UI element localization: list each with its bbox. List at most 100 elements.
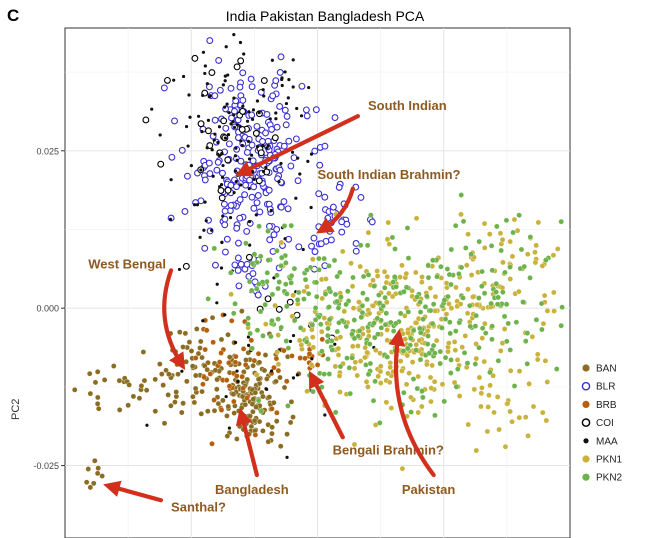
data-point-maa [291,333,296,338]
data-point-ban [281,384,288,391]
data-point-maa [255,144,260,149]
data-point-maa [220,152,224,156]
data-point-ban [143,387,150,393]
data-point-blr [276,166,284,174]
data-point-pkn1 [459,344,466,350]
data-point-ban [101,377,108,383]
data-point-blr [241,191,249,199]
data-point-coi [142,116,150,124]
data-point-pkn2 [488,243,495,249]
data-point-pkn1 [403,270,410,277]
data-point-pkn1 [500,259,506,266]
data-point-pkn2 [384,354,391,360]
data-point-pkn2 [205,296,211,302]
data-point-blr [302,106,310,114]
data-point-blr [231,261,239,269]
data-point-pkn1 [412,269,419,276]
data-point-pkn2 [417,329,424,336]
data-point-ban [199,354,205,361]
data-point-maa [226,132,231,137]
data-point-pkn2 [326,285,332,292]
data-point-brb [302,355,308,362]
data-point-pkn2 [558,322,564,329]
data-point-brb [273,355,280,362]
data-point-pkn1 [478,403,484,410]
data-point-pkn1 [275,361,282,368]
data-point-blr [227,201,235,209]
data-point-ban [260,393,266,400]
data-point-pkn2 [504,338,510,345]
data-point-blr [249,270,257,278]
data-point-pkn1 [290,292,296,299]
data-point-pkn2 [426,350,432,357]
data-point-maa [241,104,245,108]
data-point-brb [274,409,280,416]
legend-item-pkn1: PKN1 [582,455,623,466]
data-point-ban [197,338,204,345]
data-point-pkn2 [516,212,522,218]
data-point-pkn2 [424,293,430,300]
data-point-maa [223,105,227,109]
data-point-ban [277,374,283,381]
data-point-blr [298,82,306,90]
data-point-pkn1 [413,341,420,348]
data-point-pkn1 [446,301,452,307]
data-point-pkn1 [468,272,475,278]
data-point-ban [95,465,101,471]
data-point-pkn2 [256,223,262,230]
data-point-brb [233,353,239,360]
data-point-pkn1 [332,363,339,370]
data-point-pkn2 [393,320,399,327]
data-point-ban [152,376,158,383]
legend-marker [582,455,590,463]
data-point-coi [197,120,205,128]
data-point-blr [284,205,292,213]
data-point-ban [194,326,200,332]
data-point-maa [306,159,310,163]
data-point-brb [289,353,295,359]
data-point-pkn2 [430,257,436,264]
data-point-pkn2 [390,328,397,334]
data-point-pkn2 [281,223,288,229]
data-point-pkn1 [501,326,508,332]
data-point-pkn2 [367,341,373,347]
data-point-coi [182,262,190,270]
data-point-maa [247,186,251,191]
data-point-pkn2 [501,313,508,320]
data-point-maa [246,343,251,348]
data-point-ban [136,395,143,401]
data-point-pkn2 [310,388,316,395]
data-point-pkn2 [356,328,363,334]
data-point-pkn2 [446,271,453,278]
data-point-pkn1 [409,359,416,365]
data-point-pkn2 [503,217,510,224]
data-point-maa [261,144,265,148]
data-point-blr [281,106,289,114]
data-point-pkn1 [473,341,479,347]
data-point-ban [214,386,220,392]
data-point-brb [319,336,326,343]
data-point-maa [248,243,252,247]
data-point-pkn2 [309,322,315,328]
data-point-brb [218,407,225,413]
data-point-maa [250,170,254,174]
data-point-pkn2 [247,330,253,337]
data-point-maa [187,93,191,97]
data-point-pkn1 [388,405,395,411]
data-point-pkn1 [403,381,410,388]
data-point-ban [85,466,92,472]
data-point-blr [265,186,273,194]
data-point-pkn2 [424,341,431,347]
data-point-maa [223,74,227,78]
data-point-blr [225,140,233,148]
data-point-coi [224,156,232,164]
data-point-maa [246,139,251,143]
data-point-pkn2 [463,245,469,251]
data-point-maa [210,148,214,152]
data-point-maa [291,85,295,89]
data-point-pkn1 [428,385,434,391]
data-point-pkn2 [460,295,466,301]
data-point-blr [285,235,293,243]
